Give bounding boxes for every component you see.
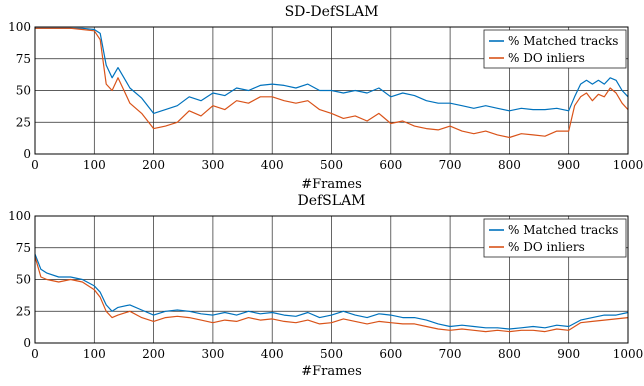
series-line-2: [35, 27, 629, 139]
plot-frame: [34, 215, 629, 344]
y-tick-label: 100: [8, 20, 31, 34]
x-tick-label: 300: [201, 347, 224, 361]
x-axis-label: #Frames: [301, 177, 362, 192]
x-tick-label: 0: [31, 347, 39, 361]
y-tick-label: 25: [16, 304, 31, 318]
y-tick-label: 0: [23, 147, 31, 161]
x-tick-label: 300: [201, 158, 224, 172]
x-tick-label: 900: [557, 347, 580, 361]
y-tick-label: 0: [23, 336, 31, 350]
legend: % Matched tracks % DO inliers: [483, 29, 627, 69]
x-tick-label: 1000: [613, 158, 644, 172]
legend: % Matched tracks % DO inliers: [483, 218, 627, 258]
plot-frame: [34, 26, 629, 155]
x-tick-label: 200: [142, 158, 165, 172]
x-tick-label: 600: [379, 158, 402, 172]
x-tick-label: 700: [439, 347, 462, 361]
chart-panel-2: DefSLAM 0 100 200 300 400 500 600 700 800 900 1000 0…: [8, 193, 643, 379]
series-line-2: [34, 256, 629, 333]
y-tick-label: 25: [16, 115, 31, 129]
chart-title: SD-DefSLAM: [285, 4, 379, 20]
x-tick-label: 100: [83, 347, 106, 361]
legend-box: [483, 29, 627, 69]
y-tick-label: 75: [16, 241, 31, 255]
x-tick-label: 600: [379, 347, 402, 361]
series-line-1: [34, 253, 629, 330]
x-tick-label: 1000: [613, 347, 644, 361]
x-tick-label: 500: [320, 158, 343, 172]
x-tick-label: 800: [498, 347, 521, 361]
legend-label-1: % Matched tracks: [508, 223, 618, 237]
x-tick-label: 200: [142, 347, 165, 361]
x-tick-label: 800: [498, 158, 521, 172]
x-axis-label: #Frames: [301, 364, 362, 379]
x-tick-label: 500: [320, 347, 343, 361]
x-tick-label: 900: [557, 158, 580, 172]
legend-label-1: % Matched tracks: [508, 34, 618, 48]
x-tick-label: 400: [261, 347, 284, 361]
x-tick-label: 0: [31, 158, 39, 172]
chart-title: DefSLAM: [297, 193, 365, 209]
y-tick-label: 75: [16, 52, 31, 66]
y-tick-label: 50: [16, 273, 31, 287]
legend-label-2: % DO inliers: [508, 51, 585, 65]
x-tick-label: 100: [83, 158, 106, 172]
y-tick-label: 100: [8, 209, 31, 223]
legend-box: [483, 218, 627, 258]
x-tick-label: 400: [261, 158, 284, 172]
legend-label-2: % DO inliers: [508, 240, 585, 254]
x-tick-label: 700: [439, 158, 462, 172]
series-line-1: [35, 27, 629, 115]
y-tick-label: 50: [16, 84, 31, 98]
